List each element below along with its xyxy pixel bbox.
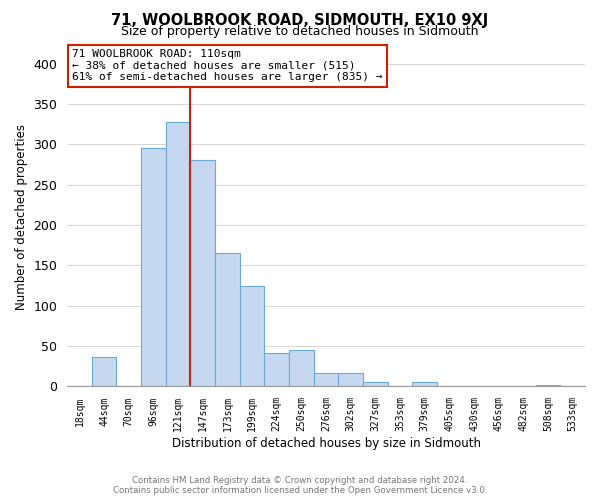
Bar bbox=[363, 382, 388, 386]
Bar bbox=[314, 373, 338, 386]
Bar bbox=[240, 286, 265, 386]
Bar bbox=[265, 352, 289, 386]
Bar bbox=[289, 350, 314, 387]
Bar bbox=[166, 122, 190, 386]
Bar bbox=[536, 385, 560, 386]
Bar bbox=[92, 356, 116, 386]
Text: 71 WOOLBROOK ROAD: 110sqm
← 38% of detached houses are smaller (515)
61% of semi: 71 WOOLBROOK ROAD: 110sqm ← 38% of detac… bbox=[73, 49, 383, 82]
Bar bbox=[190, 160, 215, 386]
Text: Size of property relative to detached houses in Sidmouth: Size of property relative to detached ho… bbox=[121, 25, 479, 38]
Text: Contains HM Land Registry data © Crown copyright and database right 2024.
Contai: Contains HM Land Registry data © Crown c… bbox=[113, 476, 487, 495]
Bar bbox=[141, 148, 166, 386]
Text: 71, WOOLBROOK ROAD, SIDMOUTH, EX10 9XJ: 71, WOOLBROOK ROAD, SIDMOUTH, EX10 9XJ bbox=[112, 12, 488, 28]
Y-axis label: Number of detached properties: Number of detached properties bbox=[15, 124, 28, 310]
Bar bbox=[338, 373, 363, 386]
Bar bbox=[412, 382, 437, 386]
Bar bbox=[215, 254, 240, 386]
X-axis label: Distribution of detached houses by size in Sidmouth: Distribution of detached houses by size … bbox=[172, 437, 481, 450]
